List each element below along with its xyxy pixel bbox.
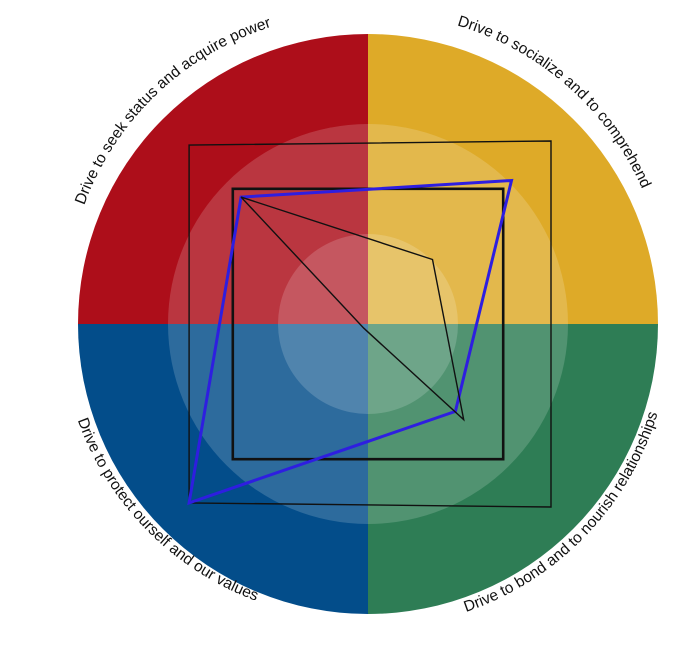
ring-inner bbox=[278, 234, 458, 414]
quadrant-protect bbox=[78, 324, 368, 614]
ring-overlay-group bbox=[168, 124, 568, 524]
profile-inner bbox=[240, 196, 465, 422]
quadrant-power bbox=[78, 34, 368, 324]
ring-outer bbox=[168, 124, 568, 524]
profile-middle bbox=[231, 187, 505, 461]
profile-outer bbox=[188, 140, 552, 508]
profile-group bbox=[187, 140, 552, 508]
quadrant-bond bbox=[368, 324, 658, 614]
quadrant-group bbox=[78, 34, 658, 614]
